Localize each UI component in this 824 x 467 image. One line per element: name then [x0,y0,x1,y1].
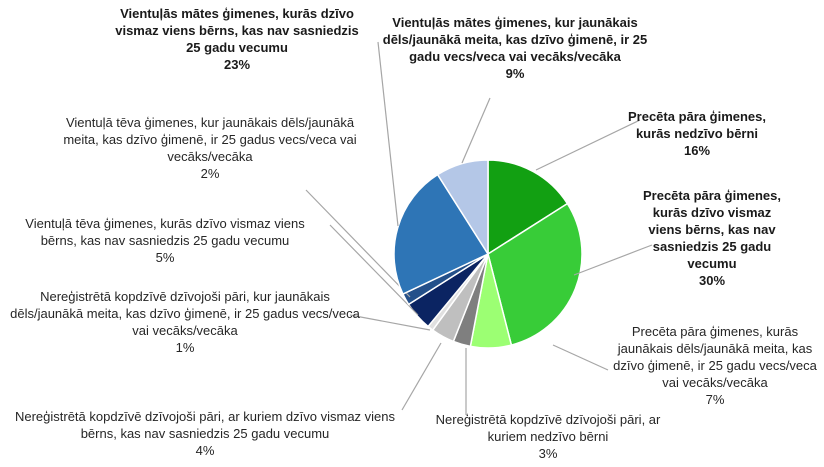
slice-label: Precēta pāra ģimenes, kurās dzīvo vismaz… [637,187,787,289]
slice-label: Nereģistrētā kopdzīvē dzīvojoši pāri, ku… [5,288,365,356]
value-label: 23% [223,57,251,72]
category-name: Vientuļā tēva ģimenes, kurās dzīvo visma… [25,216,305,248]
slice-label: Nereģistrētā kopdzīvē dzīvojoši pāri, ar… [5,408,405,459]
category-name: Vientuļās mātes ģimenes, kurās dzīvo vis… [115,6,359,55]
pie-slice [487,159,569,256]
pie-slice [393,173,490,296]
slice-label: Vientuļās mātes ģimenes, kurās dzīvo vis… [107,5,367,73]
value-label: 30% [698,273,726,288]
leader-line [573,244,653,276]
leader-line [377,41,399,227]
leader-line [329,224,419,316]
category-name: Precēta pāra ģimenes, kurās dzīvo vismaz… [642,188,782,271]
value-label: 4% [195,443,215,458]
leader-line [552,344,609,371]
leader-line [349,314,431,331]
slice-label: Vientuļā tēva ģimenes, kurās dzīvo visma… [10,215,320,266]
value-label: 9% [505,66,525,81]
pie-slice [436,159,489,257]
value-label: 3% [538,446,558,461]
category-name: Nereģistrētā kopdzīvē dzīvojoši pāri, ku… [10,289,360,338]
category-name: Vientuļā tēva ģimenes, kur jaunākais dēl… [63,115,357,164]
category-name: Vientuļās mātes ģimenes, kur jaunākais d… [382,15,648,64]
category-name: Nereģistrētā kopdzīvē dzīvojoši pāri, ar… [14,409,396,441]
value-label: 7% [705,392,725,407]
leader-line [535,119,641,171]
slice-label: Precēta pāra ģimenes, kurās jaunākais dē… [610,323,820,408]
category-name: Precēta pāra ģimenes, kurās jaunākais dē… [613,324,817,390]
slice-label: Vientuļās mātes ģimenes, kur jaunākais d… [375,14,655,82]
slice-label: Nereģistrētā kopdzīvē dzīvojoši pāri, ar… [423,411,673,462]
leader-line [305,189,411,298]
category-name: Nereģistrētā kopdzīvē dzīvojoši pāri, ar… [435,412,661,444]
value-label: 16% [683,143,711,158]
leader-line [401,342,442,411]
slice-label: Vientuļā tēva ģimenes, kur jaunākais dēl… [60,114,360,182]
pie-slice [487,202,583,346]
category-name: Precēta pāra ģimenes, kurās nedzīvo bērn… [627,109,767,141]
value-label: 5% [155,250,175,265]
value-label: 1% [175,340,195,355]
slice-label: Precēta pāra ģimenes, kurās nedzīvo bērn… [617,108,777,159]
value-label: 2% [200,166,220,181]
leader-line [461,97,491,164]
